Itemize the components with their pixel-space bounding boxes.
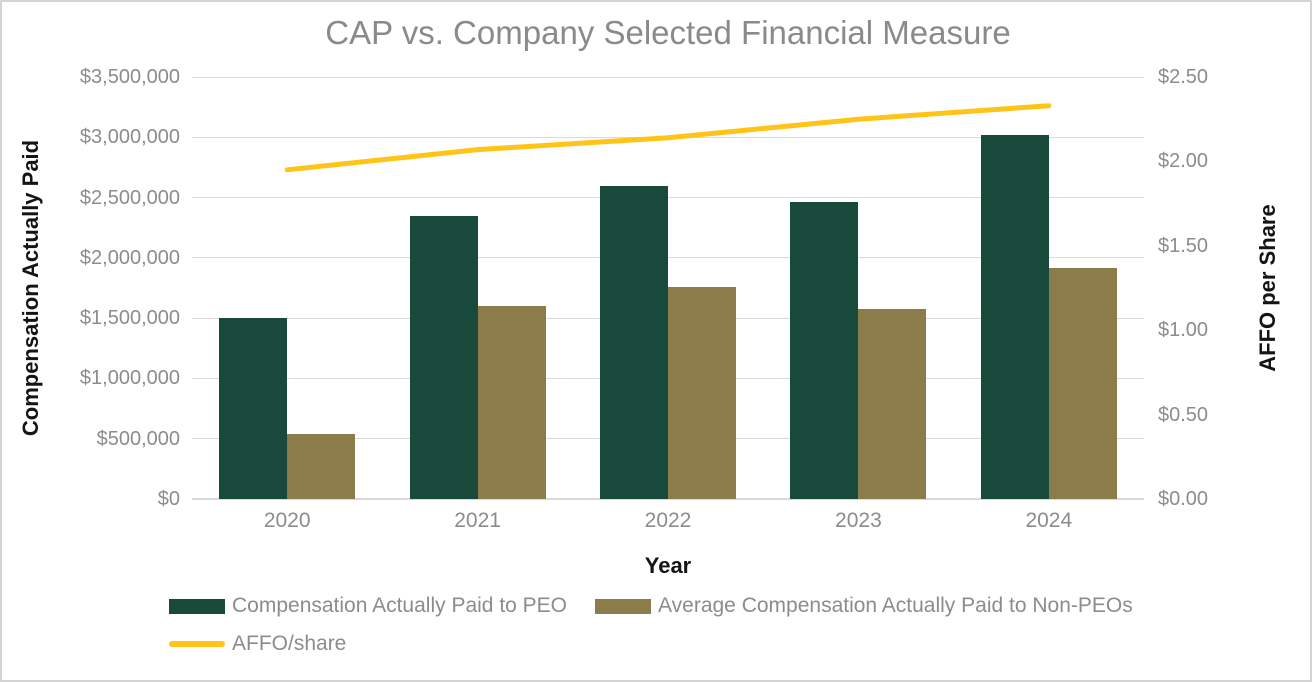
bar-2021-series-0 (409, 215, 478, 499)
right-axis-tick-label: $2.50 (1158, 66, 1209, 88)
x-axis-tick-label: 2021 (454, 509, 501, 532)
right-axis-tick-label: $0.00 (1158, 488, 1209, 510)
non-peo-bar-swatch-icon (595, 598, 652, 614)
bar-2023-series-0 (790, 202, 859, 499)
left-axis-tick-label: $3,000,000 (79, 126, 180, 149)
gridline (192, 257, 1144, 259)
right-axis-tick-label: $1.00 (1158, 319, 1209, 342)
bar-2024-series-0 (980, 134, 1049, 499)
x-axis-title: Year (644, 553, 692, 578)
bar-2021-series-1 (477, 306, 546, 499)
right-axis-tick-label: $1.50 (1158, 234, 1209, 257)
gridline (192, 76, 1144, 78)
bar-2022-series-0 (600, 185, 668, 499)
left-axis-tick-label: $500,000 (96, 427, 180, 450)
x-axis-tick-label: 2023 (835, 509, 882, 532)
affo-line-swatch-icon (169, 641, 225, 647)
left-axis-tick-label: $0 (157, 488, 180, 510)
legend-item-affo: AFFO/share (169, 632, 346, 656)
x-axis-tick-label: 2022 (644, 509, 692, 532)
left-axis-tick-label: $2,000,000 (79, 246, 180, 269)
left-axis-tick-label: $1,500,000 (79, 307, 180, 330)
chart-title: CAP vs. Company Selected Financial Measu… (325, 14, 1011, 51)
left-axis-title: Compensation Actually Paid (18, 139, 43, 437)
legend-item-non-peo: Average Compensation Actually Paid to No… (595, 594, 1133, 618)
legend-label-affo: AFFO/share (232, 632, 347, 655)
bar-2022-series-1 (668, 286, 736, 499)
bar-2020-series-0 (219, 318, 288, 499)
left-axis-tick-label: $1,000,000 (79, 367, 180, 390)
legend-item-peo: Compensation Actually Paid to PEO (169, 594, 567, 618)
bar-2024-series-1 (1048, 267, 1117, 499)
x-axis-line (192, 498, 1144, 500)
gridline (192, 197, 1144, 199)
legend-label-peo: Compensation Actually Paid to PEO (232, 594, 568, 617)
legend: Compensation Actually Paid to PEO Averag… (169, 594, 1133, 656)
peo-bar-swatch-icon (169, 598, 225, 614)
x-axis-tick-label: 2020 (263, 509, 311, 532)
left-axis-tick-label: $3,500,000 (79, 66, 180, 88)
right-axis-tick-label: $0.50 (1158, 403, 1209, 426)
legend-row: Compensation Actually Paid to PEO Averag… (169, 594, 1133, 618)
x-axis-tick-label: 2024 (1025, 509, 1073, 532)
bar-2020-series-1 (287, 433, 356, 499)
left-axis-tick-label: $2,500,000 (79, 186, 180, 209)
right-axis-tick-label: $2.00 (1158, 150, 1209, 173)
legend-row: AFFO/share (169, 632, 1133, 656)
legend-label-non-peo: Average Compensation Actually Paid to No… (658, 594, 1133, 617)
bar-2023-series-1 (858, 309, 927, 499)
right-axis-title: AFFO per Share (1255, 204, 1280, 372)
